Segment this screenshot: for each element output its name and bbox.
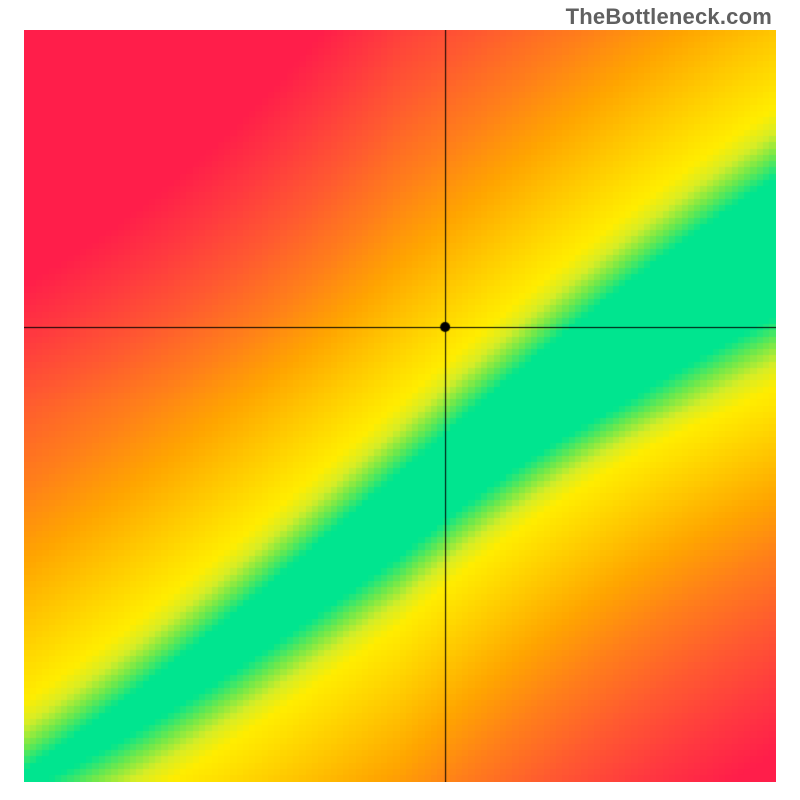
heatmap-canvas [24, 30, 776, 782]
bottleneck-heatmap-chart [24, 30, 776, 782]
watermark-text: TheBottleneck.com [566, 4, 772, 30]
